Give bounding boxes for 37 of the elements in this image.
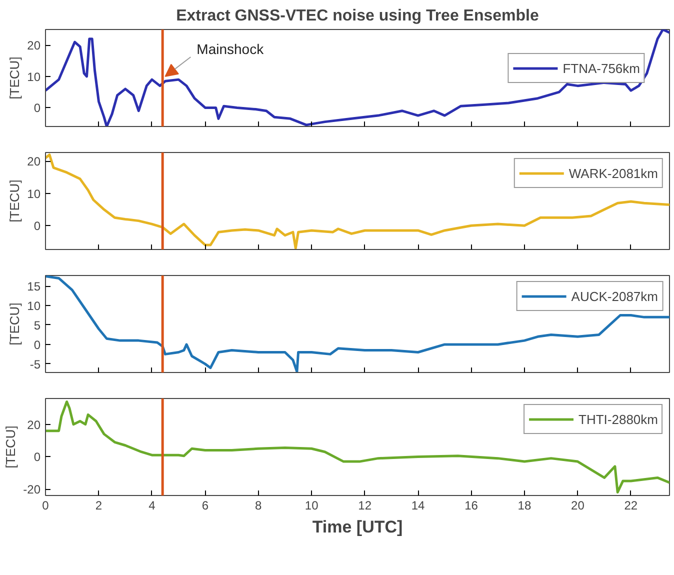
annotation: Mainshock xyxy=(196,41,265,58)
x-tick-label: 12 xyxy=(358,498,372,512)
x-tick-label: 20 xyxy=(571,498,585,512)
legend-label: WARK-2081km xyxy=(568,166,658,180)
x-tick-label: 8 xyxy=(255,498,262,512)
y-tick-label: 15 xyxy=(27,280,41,294)
y-axis-title: [TECU] xyxy=(7,56,22,100)
y-tick-label: 10 xyxy=(27,186,41,201)
x-tick-label: 14 xyxy=(411,498,426,512)
y-tick-label: 20 xyxy=(27,154,41,169)
y-tick-label: 0 xyxy=(34,338,41,352)
y-tick-label: 0 xyxy=(34,450,41,464)
y-tick-label: -20 xyxy=(23,482,41,497)
y-tick-label: 20 xyxy=(27,38,41,53)
legend-label: THTI-2880km xyxy=(578,412,658,426)
y-tick-label: 10 xyxy=(27,298,41,313)
y-tick-label: -5 xyxy=(30,357,41,372)
chart-title: Extract GNSS-VTEC noise using Tree Ensemble xyxy=(176,8,539,24)
x-tick-label: 10 xyxy=(304,498,319,512)
y-axis-title: [TECU] xyxy=(3,426,18,468)
y-tick-label: 5 xyxy=(34,318,41,332)
x-tick-label: 2 xyxy=(95,498,102,512)
y-tick-label: 0 xyxy=(34,101,41,116)
y-tick-label: 20 xyxy=(27,418,41,432)
legend-label: AUCK-2087km xyxy=(571,288,658,304)
x-tick-label: 22 xyxy=(624,498,638,512)
legend-label: FTNA-756km xyxy=(562,60,640,76)
x-tick-label: 4 xyxy=(148,498,156,512)
y-axis-title: [TECU] xyxy=(7,302,22,346)
x-tick-label: 18 xyxy=(518,498,532,512)
x-tick-label: 0 xyxy=(42,498,50,512)
x-axis-title: Time [UTC] xyxy=(312,518,403,536)
x-tick-label: 16 xyxy=(464,498,478,512)
y-tick-label: 0 xyxy=(34,219,41,234)
y-axis-title: [TECU] xyxy=(7,180,22,222)
x-tick-label: 6 xyxy=(202,498,209,512)
y-tick-label: 10 xyxy=(27,70,41,84)
